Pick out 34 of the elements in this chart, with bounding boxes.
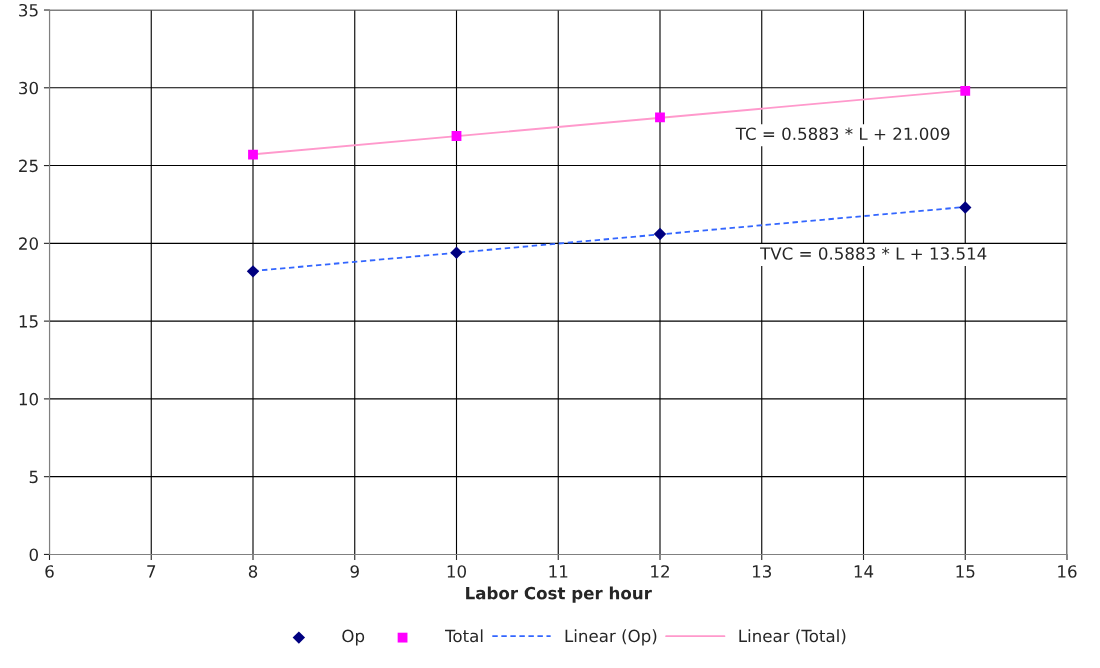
x-tick-label: 14 bbox=[854, 565, 874, 578]
x-tick-label: 6 bbox=[45, 565, 54, 578]
x-tick-label: 8 bbox=[248, 565, 258, 578]
legend-label: Linear (Op) bbox=[565, 629, 657, 646]
x-tick-label: 10 bbox=[447, 565, 466, 578]
x-tick-label: 9 bbox=[350, 565, 359, 578]
y-tick-label: 30 bbox=[19, 81, 38, 95]
annotation: TC = 0.5883 * L + 21.009 bbox=[735, 127, 950, 141]
legend-label: Total bbox=[445, 629, 483, 643]
point bbox=[655, 112, 665, 123]
y-tick-label: 10 bbox=[19, 392, 38, 406]
y-tick-label: 15 bbox=[19, 315, 38, 328]
x-tick-label: 7 bbox=[147, 565, 156, 578]
x-tick-label: 16 bbox=[1058, 565, 1077, 578]
point bbox=[248, 149, 258, 160]
x-tick-label: 11 bbox=[549, 565, 568, 578]
y-tick-label: 0 bbox=[29, 548, 38, 562]
y-tick-label: 5 bbox=[29, 470, 38, 484]
x-tick-label: 15 bbox=[956, 565, 975, 578]
legend-label: Linear (Total) bbox=[739, 629, 846, 645]
y-tick-label: 25 bbox=[19, 159, 38, 173]
legend-label: Op bbox=[342, 629, 365, 646]
x-axis-title: Labor Cost per hour bbox=[466, 586, 652, 603]
x-tick-label: 13 bbox=[752, 565, 772, 578]
point bbox=[653, 227, 667, 241]
y-tick-label: 20 bbox=[19, 237, 38, 250]
point bbox=[450, 246, 463, 259]
point bbox=[959, 201, 972, 214]
y-tick-label: 35 bbox=[19, 3, 38, 17]
annotation: TVC = 0.5883 * L + 13.514 bbox=[760, 247, 987, 260]
point bbox=[246, 265, 260, 278]
x-tick-label: 12 bbox=[651, 565, 669, 578]
point bbox=[451, 131, 462, 141]
point bbox=[960, 85, 971, 96]
